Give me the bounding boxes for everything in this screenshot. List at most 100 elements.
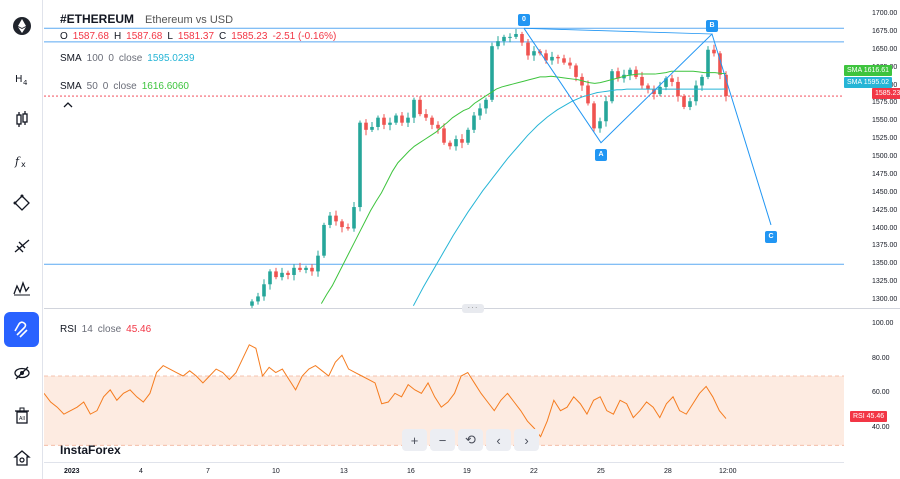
candle-body [568, 62, 572, 66]
candle-body [388, 122, 392, 125]
magnet-icon [13, 320, 28, 338]
timeframe-h4-icon: H 4 [15, 74, 28, 87]
sma50-period: 50 [86, 81, 98, 92]
change-value: -2.51 (-0.16%) [272, 31, 337, 42]
candlestick-icon [15, 110, 28, 127]
fibonacci-tool[interactable] [4, 227, 39, 262]
time-tick-label: 7 [206, 468, 210, 475]
high-value: 1587.68 [126, 31, 163, 42]
candle-body [562, 58, 566, 63]
candle-body [292, 267, 296, 275]
candle-body [442, 128, 446, 143]
function-fx-icon: f x [14, 155, 26, 169]
sma50-legend[interactable]: SMA 50 0 close 1616.6060 [60, 81, 189, 92]
chart-type-button[interactable] [4, 101, 39, 136]
rsi-legend[interactable]: RSI 14 close 45.46 [60, 324, 151, 335]
candle-body [550, 56, 554, 61]
symbol-legend: #ETHEREUM Ethereum vs USD [60, 12, 233, 26]
magnet-tool[interactable] [4, 312, 39, 347]
candle-body [556, 56, 560, 59]
candle-body [274, 271, 278, 278]
svg-text:f: f [14, 155, 21, 168]
candle-body [394, 115, 398, 123]
price-chart-pane[interactable] [44, 0, 844, 308]
symbol-ticker[interactable]: #ETHEREUM [60, 12, 135, 26]
candle-body [448, 142, 452, 147]
high-label: H [113, 31, 122, 42]
candle-body [472, 115, 476, 130]
close-value: 1585.23 [231, 31, 268, 42]
brand-logo: InstaForex [60, 443, 121, 457]
candle-body [574, 65, 578, 77]
indicators-button[interactable]: f x [4, 143, 39, 178]
scroll-right-button[interactable]: › [514, 429, 539, 451]
zoom-out-button[interactable]: − [430, 429, 455, 451]
open-label: O [60, 31, 68, 42]
pattern-point-0[interactable]: 0 [518, 14, 530, 27]
zoom-in-button[interactable]: + [402, 429, 427, 451]
candle-body [340, 221, 344, 228]
price-tick-label: 1350.00 [872, 260, 898, 268]
price-tick-label: 1450.00 [872, 188, 898, 196]
time-tick-label: 22 [530, 468, 538, 475]
price-axis[interactable]: 1700.001675.001650.001625.001600.001575.… [844, 0, 900, 479]
candle-body [694, 85, 698, 102]
candle-body [298, 267, 302, 270]
sma100-legend[interactable]: SMA 100 0 close 1595.0239 [60, 53, 195, 64]
price-tag: 1585.23 [872, 88, 900, 100]
candle-body [490, 46, 494, 100]
pane-resize-handle[interactable]: ··· [462, 304, 484, 313]
time-tick-label: 25 [597, 468, 605, 475]
trendline-tool[interactable] [4, 185, 39, 220]
collapse-legend-button[interactable] [60, 100, 76, 114]
time-axis[interactable]: 2023 4 7 10 13 16 19 22 25 28 12:00 [44, 462, 844, 479]
candle-body [658, 86, 662, 95]
low-value: 1581.37 [177, 31, 215, 42]
time-tick-label: 10 [272, 468, 280, 475]
price-tick-label: 1550.00 [872, 117, 898, 125]
pattern-point-a[interactable]: A [595, 148, 607, 161]
candle-body [682, 96, 686, 107]
candle-body [586, 85, 590, 104]
candle-body [322, 224, 326, 256]
svg-text:4: 4 [23, 79, 28, 87]
sma100-offset: 0 [108, 53, 114, 64]
drawing-toolbar: H 4 f x [0, 0, 43, 479]
pattern-point-b[interactable]: B [706, 20, 718, 33]
sma100-line [412, 88, 727, 306]
candle-body [382, 117, 386, 125]
sma50-source: close [113, 81, 137, 92]
candle-body [646, 85, 650, 90]
sma50-line [320, 70, 727, 304]
svg-text:H: H [15, 74, 23, 85]
pitchfork-icon [14, 239, 29, 252]
price-tick-label: 1325.00 [872, 278, 898, 286]
patterns-tool[interactable] [4, 270, 39, 305]
candle-body [718, 53, 722, 75]
trash-icon: All [14, 407, 29, 424]
rsi-period: 14 [81, 324, 93, 335]
candle-body [532, 51, 536, 56]
chart-navigation: + − ⟲ ‹ › [402, 429, 539, 451]
candle-body [478, 108, 482, 116]
candle-body [280, 272, 284, 278]
chart-area[interactable]: ··· #ETHEREUM Ethereum vs USD O 1587.68 … [44, 0, 900, 479]
time-tick-label: 28 [664, 468, 672, 475]
reset-chart-button[interactable]: ⟲ [458, 429, 483, 451]
price-tick-label: 1375.00 [872, 242, 898, 250]
sma100-source: close [118, 53, 143, 64]
pattern-point-c[interactable]: C [765, 230, 777, 243]
candle-body [376, 117, 380, 127]
home-button[interactable] [4, 440, 39, 475]
scroll-left-button[interactable]: ‹ [486, 429, 511, 451]
candle-body [526, 42, 530, 56]
sma100-period: 100 [86, 53, 104, 64]
hide-drawings-button[interactable] [4, 355, 39, 390]
timeframe-button[interactable]: H 4 [4, 60, 39, 95]
ethereum-logo[interactable] [4, 8, 39, 43]
delete-all-button[interactable]: All [4, 398, 39, 433]
candle-body [688, 101, 692, 107]
sma50-name: SMA [60, 81, 82, 92]
price-tick-label: 1650.00 [872, 45, 898, 53]
candle-body [418, 99, 422, 115]
